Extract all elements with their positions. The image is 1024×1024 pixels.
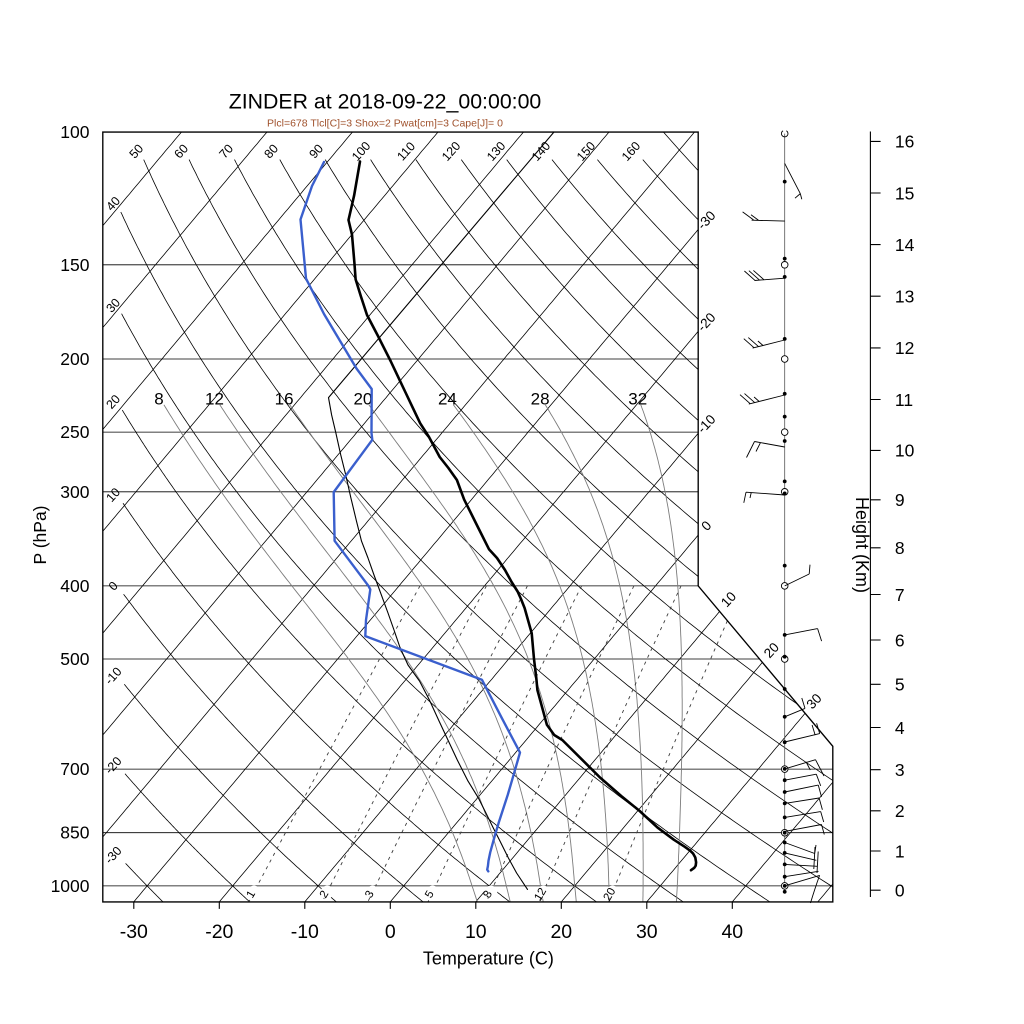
svg-text:Height (Km): Height (Km) [852,497,872,593]
svg-text:300: 300 [60,482,89,502]
svg-text:24: 24 [438,390,457,409]
svg-text:14: 14 [895,235,915,255]
svg-text:20: 20 [550,921,572,943]
svg-text:15: 15 [895,183,914,203]
svg-text:16: 16 [895,132,914,152]
svg-text:500: 500 [60,649,89,669]
svg-text:10: 10 [465,921,487,943]
svg-text:150: 150 [60,255,89,275]
svg-text:1: 1 [895,841,905,861]
svg-text:3: 3 [895,760,905,780]
svg-text:0: 0 [895,881,905,901]
svg-text:P (hPa): P (hPa) [30,505,50,564]
svg-text:30: 30 [803,691,824,712]
svg-text:2: 2 [895,801,905,821]
svg-text:2: 2 [318,889,332,901]
svg-text:28: 28 [531,390,550,409]
svg-text:9: 9 [895,490,905,510]
svg-text:12: 12 [532,886,549,903]
svg-text:200: 200 [60,349,89,369]
svg-text:5: 5 [423,889,437,901]
svg-text:8: 8 [154,390,163,409]
svg-text:13: 13 [895,287,914,307]
svg-text:10: 10 [718,589,739,610]
svg-text:ZINDER at 2018-09-22_00:00:00: ZINDER at 2018-09-22_00:00:00 [229,90,542,114]
svg-text:0: 0 [385,921,396,943]
svg-text:12: 12 [895,338,914,358]
svg-text:40: 40 [721,921,743,943]
svg-text:20: 20 [761,640,782,661]
svg-text:30: 30 [636,921,658,943]
svg-text:700: 700 [60,759,89,779]
svg-text:100: 100 [60,122,89,142]
svg-text:-30: -30 [120,921,148,943]
svg-text:32: 32 [628,390,647,409]
svg-text:1: 1 [245,889,259,901]
svg-text:4: 4 [895,718,905,738]
svg-text:11: 11 [895,390,913,410]
svg-text:12: 12 [205,390,224,409]
svg-text:20: 20 [353,390,372,409]
svg-text:-10: -10 [291,921,319,943]
svg-text:10: 10 [895,441,915,461]
svg-text:Temperature (C): Temperature (C) [423,948,554,968]
svg-text:5: 5 [895,675,905,695]
svg-text:1000: 1000 [51,876,90,896]
svg-text:Plcl=678 Tlcl[C]=3 Shox=2 Pwat: Plcl=678 Tlcl[C]=3 Shox=2 Pwat[cm]=3 Cap… [267,118,503,130]
svg-text:3: 3 [363,889,377,901]
svg-text:6: 6 [895,630,905,650]
svg-text:850: 850 [60,823,89,843]
svg-text:20: 20 [602,886,619,903]
svg-text:400: 400 [60,576,89,596]
svg-text:7: 7 [895,585,905,605]
svg-text:16: 16 [275,390,294,409]
svg-text:-20: -20 [205,921,233,943]
svg-text:8: 8 [481,889,495,901]
svg-text:250: 250 [60,422,89,442]
svg-text:8: 8 [895,538,905,558]
